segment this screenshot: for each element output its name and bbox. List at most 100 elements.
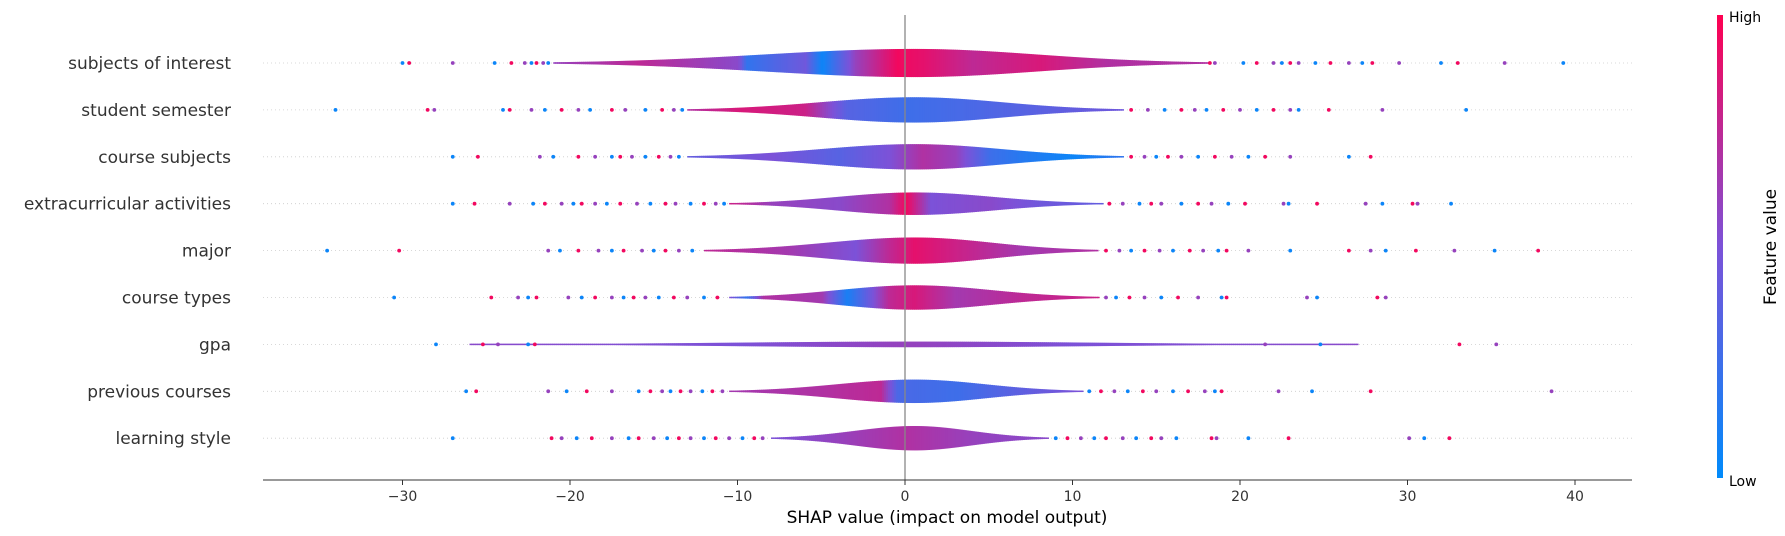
data-point xyxy=(425,108,430,112)
violin-slice xyxy=(942,97,946,122)
violin-slice xyxy=(746,55,749,71)
violin-slice xyxy=(923,237,926,264)
violin-slice xyxy=(1144,343,1148,346)
violin-slice xyxy=(1097,108,1100,112)
violin-slice xyxy=(950,286,953,309)
violin-slice xyxy=(908,192,911,215)
violin-slice xyxy=(743,107,747,113)
violin-slice xyxy=(852,146,855,168)
violin-slice xyxy=(1023,245,1027,256)
violin-slice xyxy=(787,388,791,395)
violin-slice xyxy=(833,384,837,399)
violin-slice xyxy=(798,52,802,74)
data-point xyxy=(1368,248,1373,253)
violin-slice xyxy=(855,341,859,348)
violin-slice xyxy=(953,341,957,348)
data-point xyxy=(1368,154,1373,159)
violin-slice xyxy=(791,387,795,395)
violin-course-subjects xyxy=(687,144,1125,170)
violin-slice xyxy=(695,58,699,68)
violin-slice xyxy=(768,247,771,254)
violin-slice xyxy=(1098,202,1102,205)
violin-slice xyxy=(1215,343,1218,346)
data-point xyxy=(663,201,668,206)
violin-slice xyxy=(899,192,903,215)
violin-slice xyxy=(843,196,847,212)
violin-slice xyxy=(1000,291,1004,304)
violin-slice xyxy=(747,390,750,393)
violin-slice xyxy=(992,101,996,119)
violin-slice xyxy=(799,103,803,117)
violin-slice xyxy=(1091,58,1095,68)
violin-slice xyxy=(1086,202,1090,205)
data-point xyxy=(1214,436,1219,441)
violin-slice xyxy=(517,343,521,346)
data-point xyxy=(1216,248,1221,253)
violin-slice xyxy=(1136,343,1140,346)
violin-slice xyxy=(1045,152,1048,161)
violin-slice xyxy=(1231,343,1234,346)
violin-slice xyxy=(905,426,909,451)
violin-slice xyxy=(809,102,813,117)
violin-slice xyxy=(682,343,686,346)
violin-slice xyxy=(557,62,560,64)
violin-slice xyxy=(813,198,817,209)
violin-slice xyxy=(833,147,837,166)
violin-learning-style xyxy=(771,426,1049,451)
violin-slice xyxy=(1072,390,1076,393)
violin-slice xyxy=(1001,243,1005,258)
data-point xyxy=(1288,248,1293,253)
violin-slice xyxy=(1068,295,1072,300)
violin-slice xyxy=(1077,154,1080,159)
violin-slice xyxy=(1028,436,1031,440)
data-point xyxy=(660,108,665,112)
data-point xyxy=(1368,389,1373,394)
violin-slice xyxy=(825,101,829,119)
violin-slice xyxy=(1128,60,1131,66)
violin-slice xyxy=(901,341,905,348)
violin-slice xyxy=(785,294,789,301)
violin-slice xyxy=(1013,244,1017,257)
violin-slice xyxy=(1043,152,1046,161)
data-point xyxy=(542,108,547,112)
violin-slice xyxy=(864,49,868,77)
violin-slice xyxy=(833,197,837,211)
violin-slice xyxy=(972,146,976,167)
violin-slice xyxy=(856,146,859,168)
violin-slice xyxy=(623,60,627,66)
violin-slice xyxy=(965,50,968,76)
data-point xyxy=(588,108,592,112)
violin-slice xyxy=(998,434,1001,443)
violin-slice xyxy=(939,49,942,77)
violin-slice xyxy=(687,156,690,158)
violin-slice xyxy=(988,101,992,119)
violin-slice xyxy=(773,295,776,300)
violin-slice xyxy=(718,249,721,252)
violin-slice xyxy=(587,61,591,65)
violin-slice xyxy=(1083,154,1086,159)
violin-slice xyxy=(848,99,851,120)
violin-slice xyxy=(892,144,895,170)
violin-slice xyxy=(697,108,700,111)
violin-slice xyxy=(732,342,736,347)
violin-slice xyxy=(1026,151,1030,163)
violin-slice xyxy=(789,104,793,116)
violin-slice xyxy=(861,429,865,447)
violin-slice xyxy=(827,433,830,443)
violin-slice xyxy=(1082,342,1086,347)
violin-slice xyxy=(1170,343,1174,346)
violin-slice xyxy=(789,200,793,207)
violin-slice xyxy=(931,341,935,348)
violin-slice xyxy=(1255,343,1259,346)
violin-slice xyxy=(827,290,831,305)
violin-slice xyxy=(1071,107,1074,113)
data-point xyxy=(1455,61,1460,65)
violin-slice xyxy=(1018,150,1022,163)
violin-slice xyxy=(738,248,741,253)
violin-slice xyxy=(753,389,756,393)
violin-slice xyxy=(984,100,988,119)
violin-slice xyxy=(851,195,855,212)
violin-slice xyxy=(712,342,716,346)
violin-slice xyxy=(634,343,637,346)
violin-slice xyxy=(780,246,783,255)
